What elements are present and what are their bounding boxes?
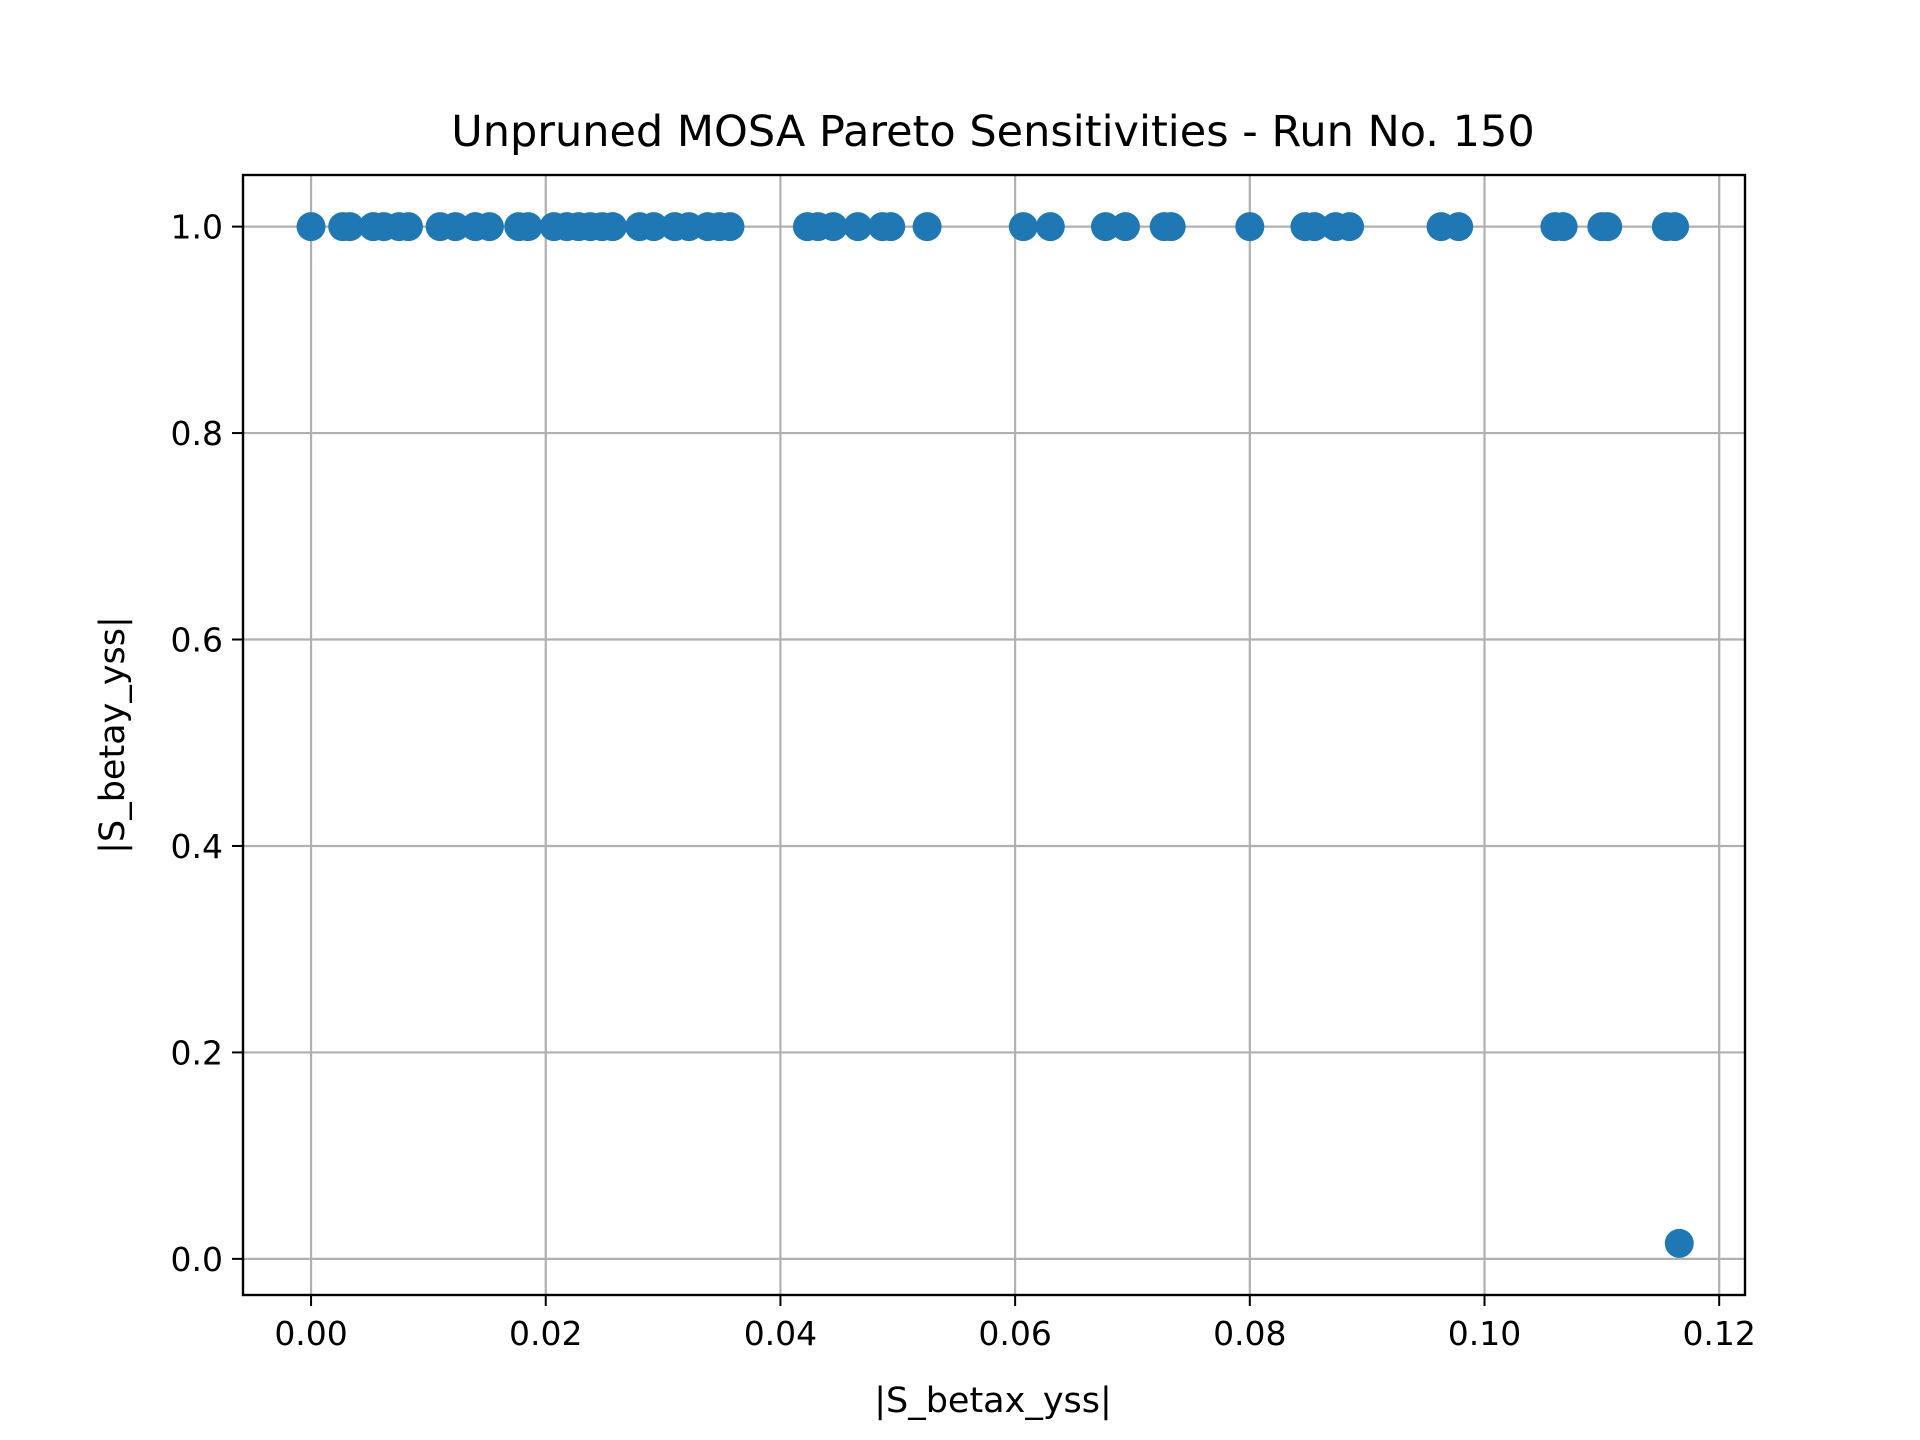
y-tick-label: 0.6	[171, 621, 223, 660]
data-point	[843, 212, 873, 242]
data-point	[393, 212, 423, 242]
x-tick-label: 0.04	[744, 1314, 817, 1353]
y-tick-label: 0.2	[171, 1033, 223, 1072]
y-axis-title: |S_betay_yss|	[93, 616, 133, 854]
data-point	[912, 212, 942, 242]
data-point	[1299, 212, 1329, 242]
x-tick-label: 0.00	[274, 1314, 347, 1353]
data-point	[1444, 212, 1474, 242]
data-point	[440, 212, 470, 242]
data-point	[1235, 212, 1265, 242]
x-tick-label: 0.10	[1448, 1314, 1521, 1353]
y-tick-label: 0.4	[171, 827, 223, 866]
data-point	[1110, 212, 1140, 242]
data-point	[818, 212, 848, 242]
x-tick-label: 0.08	[1213, 1314, 1286, 1353]
x-tick-label: 0.06	[978, 1314, 1051, 1353]
data-point	[876, 212, 906, 242]
grid	[243, 175, 1745, 1295]
plot-area-frame	[241, 173, 1747, 1297]
data-point	[513, 212, 543, 242]
data-point	[1660, 212, 1690, 242]
data-point	[335, 212, 365, 242]
y-tick-label: 0.8	[171, 414, 223, 453]
data-point	[1593, 212, 1623, 242]
axis-ticks: 0.00 0.02 0.04 0.06 0.08 0.10 0.12 0.0 0.2 0.4 0.6…	[171, 208, 1756, 1353]
x-axis-title: |S_betax_yss|	[874, 1381, 1112, 1421]
data-point	[1035, 212, 1065, 242]
data-point	[1335, 212, 1365, 242]
data-point	[1008, 212, 1038, 242]
data-point	[598, 212, 628, 242]
data-point	[639, 212, 669, 242]
data-point	[474, 212, 504, 242]
x-tick-label: 0.12	[1682, 1314, 1755, 1353]
data-point	[1090, 212, 1120, 242]
x-tick-label: 0.02	[509, 1314, 582, 1353]
data-point	[296, 212, 326, 242]
chart-title: Unpruned MOSA Pareto Sensitivities - Run…	[451, 107, 1534, 157]
data-point	[1548, 212, 1578, 242]
y-tick-label: 0.0	[171, 1240, 223, 1279]
data-points	[296, 212, 1694, 1258]
data-point	[1664, 1228, 1694, 1258]
data-point	[715, 212, 745, 242]
y-tick-label: 1.0	[171, 208, 223, 247]
data-point	[1156, 212, 1186, 242]
